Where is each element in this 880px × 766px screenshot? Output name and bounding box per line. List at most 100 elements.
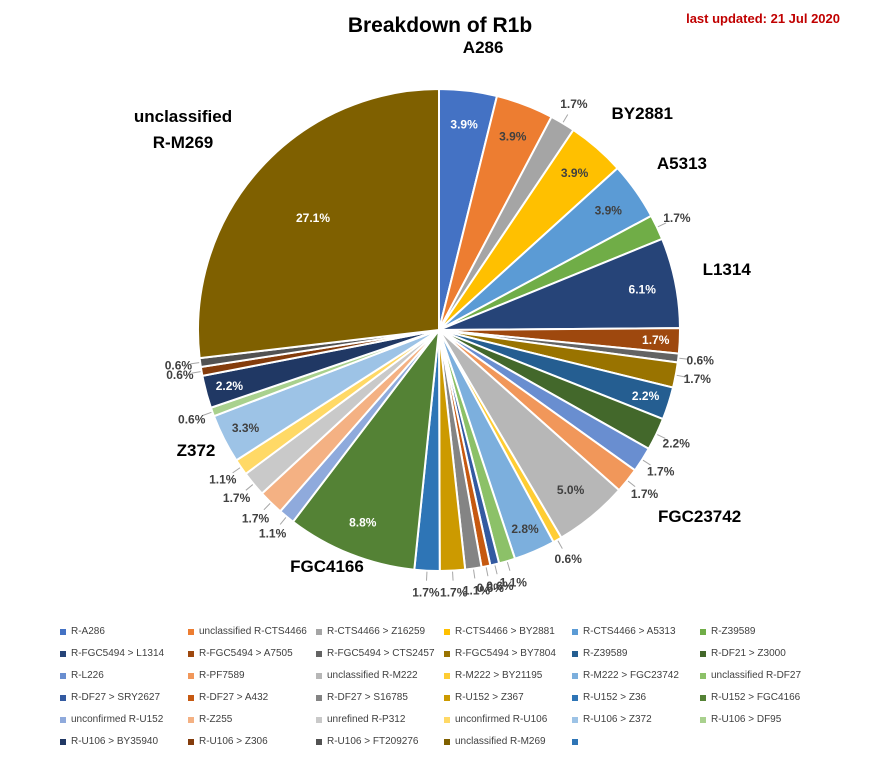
legend-swatch (316, 716, 322, 723)
legend-item: R-U152 > Z36 (572, 690, 700, 705)
legend-swatch (572, 672, 578, 679)
legend-item: R-U106 > BY35940 (60, 734, 188, 749)
legend-item (572, 734, 700, 749)
data-label: 3.9% (561, 166, 589, 180)
legend-label: R-M222 > BY21195 (455, 670, 543, 681)
legend-label: R-CTS4466 > A5313 (583, 626, 676, 637)
callout-label: Z372 (177, 441, 216, 460)
leader-line (506, 561, 511, 571)
leader-line (191, 371, 201, 374)
legend-item: R-DF21 > Z3000 (700, 646, 828, 661)
legend-swatch (60, 716, 66, 723)
legend-swatch (188, 716, 194, 723)
legend-swatch (572, 716, 578, 723)
legend-item: unclassified R-DF27 (700, 668, 828, 683)
legend-swatch (444, 694, 450, 701)
legend-item: R-DF27 > SRY2627 (60, 690, 188, 705)
data-label: 1.1% (259, 527, 287, 541)
legend-label: R-DF27 > A432 (199, 692, 269, 703)
legend-label: R-DF27 > S16785 (327, 692, 408, 703)
legend-item: R-A286 (60, 624, 188, 639)
leader-line (263, 503, 271, 511)
data-label: 1.7% (412, 586, 440, 600)
data-label: 1.7% (223, 491, 251, 505)
callout-label: FGC4166 (290, 557, 364, 576)
callout-label: unclassified (134, 107, 232, 126)
data-label: 2.2% (216, 379, 244, 393)
leader-line (473, 569, 476, 579)
leader-line (557, 540, 563, 549)
legend-item: R-U152 > Z367 (444, 690, 572, 705)
pie-slice-unclassified-r-m269-33 (197, 87, 440, 360)
leader-line (245, 484, 254, 491)
legend-label: R-U106 > FT209276 (327, 736, 419, 747)
data-label: 1.1% (463, 583, 491, 597)
legend-item: R-PF7589 (188, 668, 316, 683)
data-label: 3.9% (499, 129, 527, 143)
legend-label: R-Z39589 (711, 626, 756, 637)
data-label: 0.6% (687, 354, 715, 368)
legend-item: R-M222 > BY21195 (444, 668, 572, 683)
data-label: 0.6% (477, 581, 505, 595)
legend-label: R-U106 > DF95 (711, 714, 782, 725)
legend-item: R-U106 > Z306 (188, 734, 316, 749)
pie-slice-r-u152-fgc4166-23 (291, 326, 441, 571)
data-label: 1.7% (440, 586, 468, 600)
legend-item: unrefined R-P312 (316, 712, 444, 727)
data-label: 1.7% (684, 372, 712, 386)
legend-swatch (316, 738, 322, 745)
legend-swatch (188, 650, 194, 657)
data-label: 1.7% (560, 97, 588, 111)
data-label: 6.1% (629, 282, 657, 296)
legend-swatch (444, 716, 450, 723)
legend-item: R-U152 > FGC4166 (700, 690, 828, 705)
legend-item: R-Z255 (188, 712, 316, 727)
legend-item: R-U106 > Z372 (572, 712, 700, 727)
legend-swatch (700, 650, 706, 657)
legend-swatch (316, 694, 322, 701)
legend-item: R-CTS4466 > BY2881 (444, 624, 572, 639)
legend-item: R-CTS4466 > Z16259 (316, 624, 444, 639)
legend-swatch (60, 628, 66, 635)
callout-label: BY2881 (612, 104, 673, 123)
legend-label: unclassified R-M222 (327, 670, 418, 681)
data-label: 1.7% (642, 333, 670, 347)
callout-label: R-M269 (153, 133, 213, 152)
legend-label: R-DF21 > Z3000 (711, 648, 786, 659)
leader-line (657, 434, 666, 439)
legend-item: R-FGC5494 > BY7804 (444, 646, 572, 661)
legend-swatch (444, 738, 450, 745)
last-updated-note: last updated: 21 Jul 2020 (686, 11, 840, 26)
data-label: 2.2% (663, 437, 691, 451)
legend-swatch (572, 650, 578, 657)
chart-title: Breakdown of R1b (347, 14, 533, 37)
chart-legend: R-A286 unclassified R-CTS4466 R-CTS4466 > … (60, 624, 860, 749)
legend-item: R-M222 > FGC23742 (572, 668, 700, 683)
legend-item: R-Z39589 (700, 624, 828, 639)
legend-label: R-CTS4466 > Z16259 (327, 626, 426, 637)
legend-swatch (316, 628, 322, 635)
legend-label: R-FGC5494 > CTS2457 (327, 648, 435, 659)
legend-swatch (700, 672, 706, 679)
legend-item: unconfirmed R-U152 (60, 712, 188, 727)
legend-swatch (700, 628, 706, 635)
data-label: 3.3% (232, 421, 260, 435)
legend-label: R-U106 > BY35940 (71, 736, 159, 747)
legend-item: R-DF27 > S16785 (316, 690, 444, 705)
callout-label: A5313 (657, 154, 707, 173)
legend-label: R-U106 > Z306 (199, 736, 268, 747)
legend-label: R-U152 > FGC4166 (711, 692, 801, 703)
legend-label: R-FGC5494 > BY7804 (455, 648, 556, 659)
leader-line (202, 411, 212, 416)
leader-line (642, 459, 651, 466)
legend-label: R-U106 > Z372 (583, 714, 652, 725)
legend-label: R-U152 > Z367 (455, 692, 524, 703)
legend-item: R-FGC5494 > CTS2457 (316, 646, 444, 661)
legend-swatch (572, 694, 578, 701)
legend-label: R-U152 > Z36 (583, 692, 647, 703)
legend-item: unconfirmed R-U106 (444, 712, 572, 727)
data-label: 1.7% (242, 511, 270, 525)
data-label: 1.7% (663, 211, 691, 225)
leader-line (452, 571, 454, 581)
data-label: 1.7% (647, 465, 675, 479)
